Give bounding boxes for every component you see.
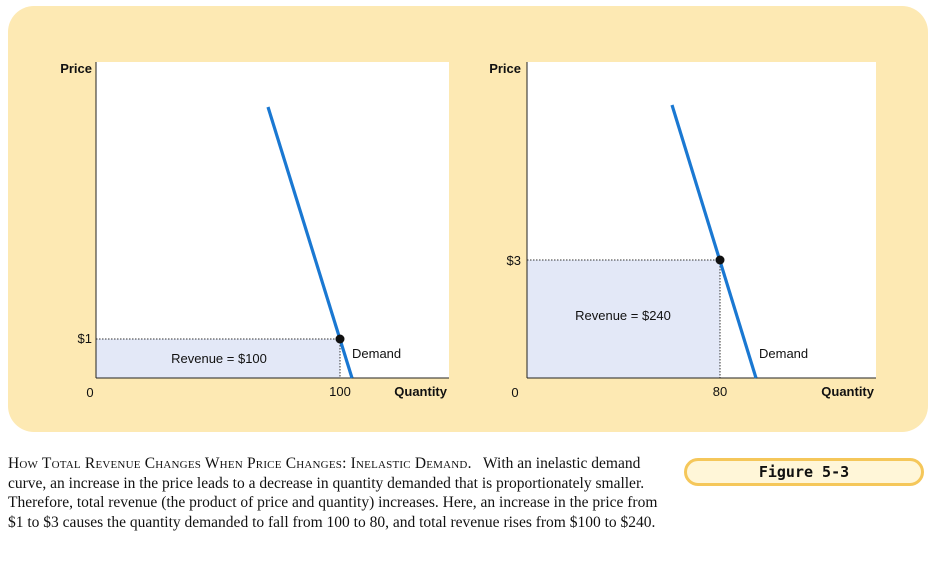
price-quantity-point bbox=[715, 255, 725, 265]
x-axis-title: Quantity bbox=[821, 384, 874, 399]
figure-label-badge: Figure 5-3 bbox=[684, 458, 924, 486]
chart-left: Price Quantity 0 $1 100 Demand Revenue =… bbox=[60, 61, 449, 400]
quantity-tick-label: 100 bbox=[329, 384, 351, 399]
price-quantity-point bbox=[335, 334, 345, 344]
demand-curve bbox=[670, 104, 758, 379]
revenue-label: Revenue = $240 bbox=[575, 308, 671, 323]
origin-label: 0 bbox=[511, 385, 518, 400]
y-axis-title: Price bbox=[60, 61, 92, 76]
plot-background bbox=[96, 62, 449, 378]
y-axis-title: Price bbox=[489, 61, 521, 76]
revenue-area bbox=[96, 339, 340, 378]
revenue-area bbox=[527, 260, 720, 378]
quantity-tick-label: 80 bbox=[713, 384, 727, 399]
origin-label: 0 bbox=[86, 385, 93, 400]
demand-curve bbox=[266, 106, 354, 379]
demand-label: Demand bbox=[352, 346, 401, 361]
caption-body: With an inelastic demand curve, an incre… bbox=[8, 455, 658, 531]
figure-caption: How Total Revenue Changes When Price Cha… bbox=[8, 454, 668, 532]
x-axis-title: Quantity bbox=[394, 384, 447, 399]
caption-title: How Total Revenue Changes When Price Cha… bbox=[8, 455, 472, 472]
price-tick-label: $3 bbox=[507, 253, 521, 268]
chart-right: Price Quantity 0 $3 80 Demand Revenue = … bbox=[489, 61, 876, 400]
revenue-label: Revenue = $100 bbox=[171, 351, 267, 366]
demand-label: Demand bbox=[759, 346, 808, 361]
price-tick-label: $1 bbox=[78, 331, 92, 346]
